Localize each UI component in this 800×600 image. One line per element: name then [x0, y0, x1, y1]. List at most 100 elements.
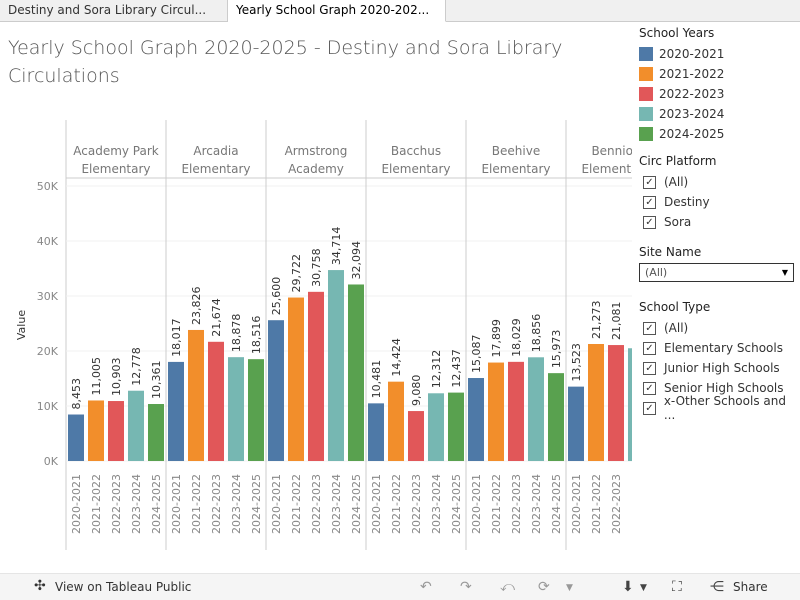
x-tick-label: 2021-2022: [490, 474, 503, 534]
legend-item[interactable]: 2024-2025: [639, 124, 799, 144]
x-tick-label: 2020-2021: [270, 474, 283, 534]
footer-toolbar: ✣ View on Tableau Public ↶ ↷ ⤺ ⟳ ▼ ⬇ ▼ ⛶…: [0, 573, 800, 600]
panel-header: Armstrong: [285, 144, 348, 158]
option-label: Senior High Schools: [664, 381, 784, 395]
redo-icon[interactable]: ↷: [460, 579, 472, 595]
checkbox-checked-icon[interactable]: ✓: [643, 401, 656, 415]
site-name-title: Site Name: [639, 245, 702, 259]
school-type-option[interactable]: ✓ (All): [639, 318, 799, 338]
bar: [368, 403, 384, 461]
school-type-option[interactable]: ✓ Junior High Schools: [639, 358, 799, 378]
data-label: 14,424: [390, 338, 403, 377]
y-tick-label: 20K: [37, 345, 59, 358]
legend-swatch: [639, 47, 653, 61]
x-tick-label: 2020-2021: [170, 474, 183, 534]
data-label: 18,017: [170, 318, 183, 357]
panel-header: Elementary: [581, 162, 632, 176]
bar: [308, 291, 324, 461]
checkbox-checked-icon[interactable]: ✓: [643, 361, 656, 375]
bar: [88, 400, 104, 461]
panel-header: Arcadia: [193, 144, 238, 158]
x-tick-label: 2022-2023: [510, 474, 523, 534]
data-label: 17,899: [490, 319, 503, 358]
fullscreen-icon[interactable]: ⛶: [672, 579, 682, 595]
x-tick-label: 2024-2025: [150, 474, 163, 534]
site-name-value: (All): [645, 266, 668, 279]
legend-item[interactable]: 2023-2024: [639, 104, 799, 124]
legend-item[interactable]: 2022-2023: [639, 84, 799, 104]
bar: [328, 270, 344, 461]
bar: [468, 378, 484, 461]
checkbox-checked-icon[interactable]: ✓: [643, 195, 656, 209]
y-tick-label: 50K: [37, 180, 59, 193]
option-label: (All): [664, 175, 689, 189]
circ-platform-option[interactable]: ✓ Destiny: [639, 192, 799, 212]
legend-item[interactable]: 2020-2021: [639, 44, 799, 64]
download-icon[interactable]: ⬇: [622, 579, 634, 595]
bar: [448, 392, 464, 461]
bar: [428, 393, 444, 461]
x-tick-label: 2020-2021: [570, 474, 583, 534]
chevron-down-icon[interactable]: ▼: [566, 583, 573, 593]
x-tick-label: 2023-2024: [630, 474, 632, 534]
bar: [588, 343, 604, 461]
x-tick-label: 2021-2022: [90, 474, 103, 534]
legend-label: 2021-2022: [659, 67, 725, 81]
y-tick-label: 40K: [37, 235, 59, 248]
bar: [388, 381, 404, 461]
bar: [548, 373, 564, 461]
undo-icon[interactable]: ↶: [420, 579, 432, 595]
bar: [608, 345, 624, 461]
x-tick-label: 2022-2023: [310, 474, 323, 534]
data-label: 18,856: [530, 314, 543, 353]
x-tick-label: 2023-2024: [430, 474, 443, 534]
chevron-down-icon[interactable]: ▼: [640, 583, 647, 593]
checkbox-checked-icon[interactable]: ✓: [643, 175, 656, 189]
data-label: 18,029: [510, 318, 523, 357]
share-icon[interactable]: ⋲: [710, 579, 724, 595]
bar: [348, 284, 364, 461]
panel-header: Elementary: [381, 162, 450, 176]
x-tick-label: 2023-2024: [230, 474, 243, 534]
checkbox-checked-icon[interactable]: ✓: [643, 341, 656, 355]
bar-chart: 0K 10K 20K 30K 40K 50K Value Academy Park Elemen…: [15, 120, 632, 550]
circ-platform-option[interactable]: ✓ (All): [639, 172, 799, 192]
circ-platform-title: Circ Platform: [639, 154, 717, 168]
refresh-icon[interactable]: ⟳: [538, 579, 550, 595]
circ-platform-option[interactable]: ✓ Sora: [639, 212, 799, 232]
revert-icon[interactable]: ⤺: [500, 579, 515, 595]
tab-destiny-sora[interactable]: Destiny and Sora Library Circul...: [0, 0, 228, 22]
panel-header: Elementary: [181, 162, 250, 176]
checkbox-checked-icon[interactable]: ✓: [643, 381, 656, 395]
y-tick-label: 0K: [44, 455, 59, 468]
bar: [248, 359, 264, 461]
legend-item[interactable]: 2021-2022: [639, 64, 799, 84]
x-tick-label: 2020-2021: [470, 474, 483, 534]
bar: [208, 341, 224, 461]
data-label: 9,080: [410, 375, 423, 407]
y-tick-label: 10K: [37, 400, 59, 413]
x-tick-label: 2023-2024: [530, 474, 543, 534]
tab-yearly-school-graph[interactable]: Yearly School Graph 2020-202...: [228, 0, 446, 22]
x-tick-label: 2021-2022: [590, 474, 603, 534]
x-tick-label: 2021-2022: [190, 474, 203, 534]
school-type-option[interactable]: ✓ x-Other Schools and ...: [639, 394, 799, 422]
y-axis-title: Value: [15, 310, 28, 340]
school-type-option[interactable]: ✓ Elementary Schools: [639, 338, 799, 358]
bar: [108, 401, 124, 461]
school-type-option[interactable]: ✓ Senior High Schools: [639, 378, 799, 398]
view-on-tableau-link[interactable]: View on Tableau Public: [55, 580, 192, 594]
panel-header: Bennion: [591, 144, 632, 158]
x-tick-label: 2022-2023: [110, 474, 123, 534]
checkbox-checked-icon[interactable]: ✓: [643, 215, 656, 229]
x-tick-label: 2020-2021: [370, 474, 383, 534]
chevron-down-icon: ▼: [781, 268, 788, 277]
data-label: 29,722: [290, 254, 303, 292]
site-name-dropdown[interactable]: (All) ▼: [639, 263, 794, 282]
bar: [68, 414, 84, 461]
legend-label: 2022-2023: [659, 87, 725, 101]
checkbox-checked-icon[interactable]: ✓: [643, 321, 656, 335]
share-button[interactable]: Share: [733, 580, 768, 594]
data-label: 15,973: [550, 330, 563, 369]
panel-header: Elementary: [81, 162, 150, 176]
